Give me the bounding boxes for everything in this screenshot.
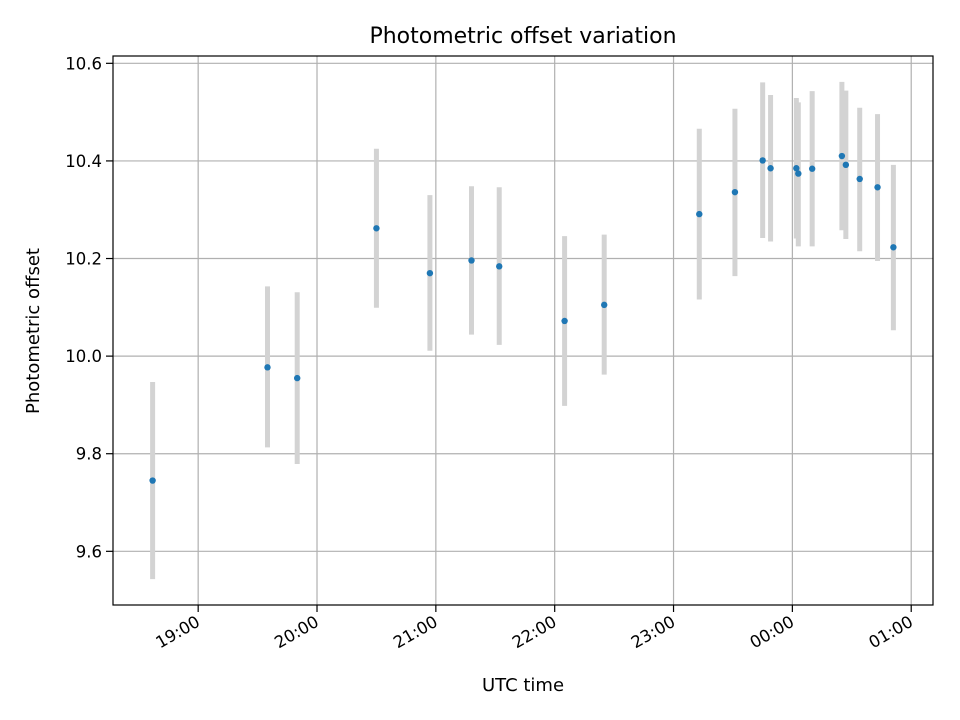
y-tick-label: 10.4: [65, 152, 102, 171]
data-point: [793, 165, 800, 172]
error-bar-layer: [150, 81, 896, 580]
chart-title: Photometric offset variation: [369, 24, 676, 49]
data-point-layer: [149, 152, 897, 484]
x-tick-label: 22:00: [509, 612, 560, 652]
x-tick-label: 01:00: [866, 612, 917, 652]
y-tick-label: 10.6: [65, 54, 102, 73]
data-point: [149, 477, 156, 484]
data-point: [759, 157, 766, 164]
data-point: [808, 165, 816, 172]
x-tick-label: 21:00: [390, 612, 441, 652]
data-point: [496, 263, 503, 270]
data-point: [468, 257, 475, 264]
data-point: [373, 225, 380, 232]
data-point: [838, 152, 846, 160]
data-point: [874, 184, 881, 191]
x-tick-label: 19:00: [152, 612, 203, 652]
y-tick-label: 10.2: [65, 250, 102, 269]
x-tick-label: 20:00: [271, 612, 322, 652]
y-axis-label: Photometric offset: [23, 248, 44, 414]
data-point: [890, 244, 897, 251]
data-point: [842, 161, 850, 169]
data-point: [731, 188, 739, 196]
x-axis-ticks: 19:00 20:00 21:00 22:00 23:00 00:00 01:00: [152, 605, 916, 652]
plot-frame: [112, 55, 934, 606]
data-point: [264, 364, 271, 371]
y-tick-label: 9.8: [76, 445, 102, 464]
data-point: [294, 374, 301, 382]
data-point: [426, 269, 434, 277]
data-point: [795, 170, 802, 177]
data-point: [767, 165, 774, 172]
y-tick-label: 10.0: [65, 347, 102, 366]
y-axis-ticks: 9.6 9.8 10.0 10.2 10.4 10.6: [65, 54, 113, 561]
data-point: [601, 301, 608, 309]
x-axis-label: UTC time: [482, 675, 564, 696]
y-tick-label: 9.6: [76, 542, 102, 561]
x-tick-label: 00:00: [747, 612, 798, 652]
data-point: [856, 175, 863, 183]
grid-layer: [113, 56, 933, 605]
data-point: [561, 317, 568, 325]
data-point: [696, 210, 703, 218]
x-tick-label: 23:00: [628, 612, 679, 652]
